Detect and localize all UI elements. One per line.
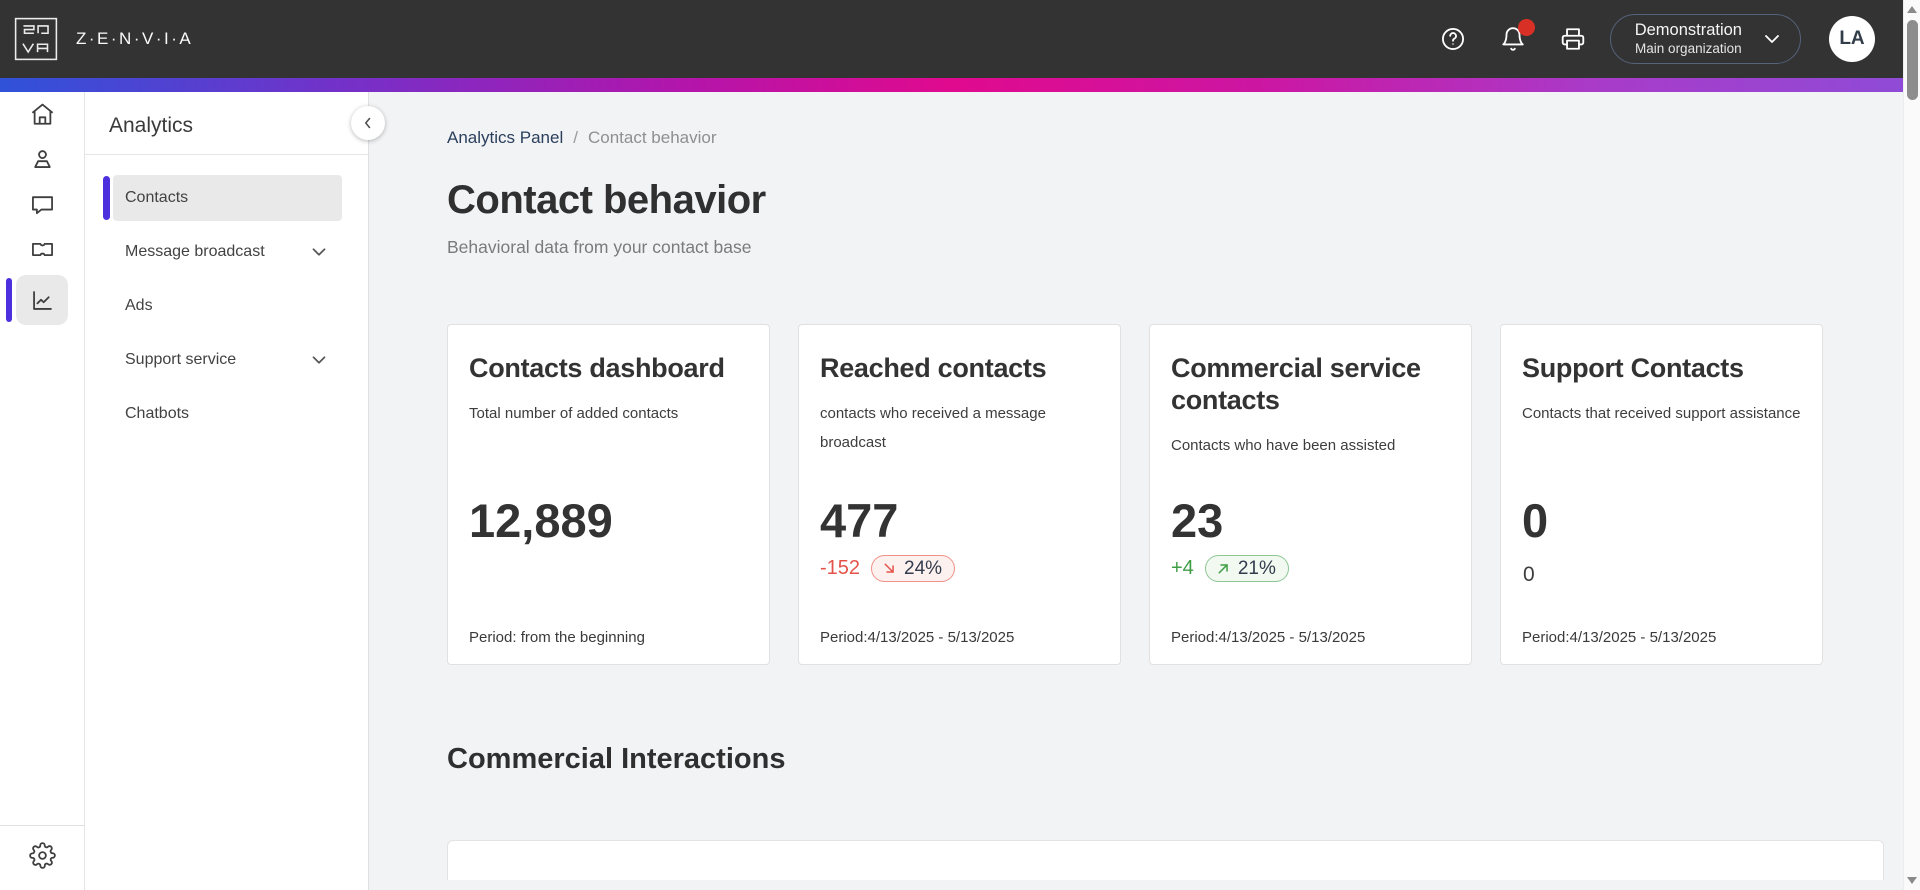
section-heading-commercial-interactions: Commercial Interactions [447,743,786,775]
user-avatar[interactable]: LA [1829,16,1875,62]
percent-badge: 21% [1204,555,1289,582]
card-title: Commercial service contacts [1171,353,1421,415]
zenvia-logo-icon [14,17,58,61]
sidebar-item-label: Ads [125,297,153,314]
card-title: Contacts dashboard [469,353,725,383]
sidebar-item-support-service[interactable]: Support service [113,337,342,383]
sidebar-item-label: Contacts [125,189,189,206]
card-description: Total number of added contacts [469,404,679,422]
sidebar-item-label: Message broadcast [125,243,265,260]
arrow-down-right-icon [884,563,894,573]
active-indicator-bar [6,278,12,322]
breadcrumb: Analytics Panel / Contact behavior [447,128,1903,148]
ticket-icon [31,242,53,257]
sidebar-item-contacts[interactable]: Contacts [103,175,342,221]
printer-icon [1561,28,1584,50]
notification-badge-dot [1517,19,1535,36]
card-value: 12,889 [469,494,613,547]
percent-value: 24% [904,557,943,579]
page-title: Contact behavior [447,178,766,222]
main-content: Analytics Panel / Contact behavior Conta… [369,92,1903,890]
chevron-down-icon [312,248,326,256]
bell-icon [1502,27,1524,51]
scrollbar-up-arrow[interactable] [1907,6,1917,13]
sidebar-item-chatbots[interactable]: Chatbots [113,391,342,437]
card-value: 23 [1171,494,1224,547]
organization-description: Main organization [1635,40,1742,56]
sidebar-item-label: Chatbots [125,405,190,422]
organization-text: Demonstration Main organization [1635,20,1742,58]
panel-divider [85,154,368,155]
rail-item-home[interactable] [16,92,68,137]
zenvia-brand[interactable]: Z·E·N·V·I·A [13,16,193,62]
home-icon [31,103,53,125]
card-delta-row: -152 24% [820,555,956,582]
card-period: Period:4/13/2025 - 5/13/2025 [820,629,1015,646]
sidebar-collapse-button[interactable] [351,106,385,140]
top-header: Z·E·N·V·I·A [0,0,1903,78]
brand-gradient-bar [0,78,1903,92]
person-icon [33,150,51,168]
gear-icon [28,841,56,869]
rail-footer [0,825,85,890]
card-commercial-service-contacts: Commercial service contacts Contacts who… [1149,324,1472,665]
delta-value: -152 [820,557,861,579]
rail-item-settings[interactable] [16,838,68,872]
header-actions: Demonstration Main organization LA [1406,14,1875,64]
card-period: Period:4/13/2025 - 5/13/2025 [1171,629,1366,646]
arrow-up-right-icon [1218,564,1228,574]
delta-value: +4 [1171,557,1194,579]
commercial-interactions-card [447,840,1884,880]
breadcrumb-separator: / [573,128,578,147]
chat-bubble-icon [31,196,53,215]
chevron-down-icon [312,356,326,364]
panel-title: Analytics [109,114,194,137]
zenvia-wordmark: Z·E·N·V·I·A [76,29,194,48]
line-chart-icon [32,290,52,310]
organization-name: Demonstration [1634,21,1742,40]
analytics-menu: Contacts Message broadcast Ads Support s… [85,155,368,437]
chevron-down-icon [1765,35,1779,43]
scrollbar-thumb[interactable] [1907,20,1918,100]
card-description: Contacts that received support assistanc… [1522,404,1801,422]
rail-item-contacts[interactable] [16,137,68,182]
card-description: contacts who received a message broadcas… [820,404,1046,452]
sidebar-item-label: Support service [125,351,237,368]
card-period: Period:4/13/2025 - 5/13/2025 [1522,629,1717,646]
card-title: Reached contacts [820,353,1047,383]
help-button[interactable] [1440,26,1466,52]
card-secondary-value: 0 [1523,563,1535,586]
organization-switcher[interactable]: Demonstration Main organization [1609,14,1801,64]
rail-item-analytics[interactable] [6,275,68,325]
card-delta-row: +4 21% [1171,555,1289,582]
card-value: 0 [1522,494,1549,547]
breadcrumb-analytics-panel[interactable]: Analytics Panel [447,128,564,147]
card-value: 477 [820,494,899,547]
vertical-scrollbar[interactable] [1903,0,1920,890]
help-circle-icon [1441,28,1464,50]
card-title: Support Contacts [1522,353,1744,383]
breadcrumb-current: Contact behavior [587,128,717,147]
icon-rail-sidebar [0,92,85,890]
main-row: Analytics Contacts Message broadcast Ads… [0,92,1903,890]
card-description: Contacts who have been assisted [1171,436,1396,454]
analytics-sidebar-panel: Analytics Contacts Message broadcast Ads… [85,92,385,890]
card-contacts-dashboard: Contacts dashboard Total number of added… [447,324,770,665]
scrollbar-down-arrow[interactable] [1907,877,1917,884]
sidebar-item-message-broadcast[interactable]: Message broadcast [113,229,342,275]
metric-cards-row: Contacts dashboard Total number of added… [447,324,1903,665]
print-button[interactable] [1560,26,1586,52]
page-subtitle: Behavioral data from your contact base [447,237,752,257]
notifications-button[interactable] [1500,19,1535,52]
rail-item-tickets[interactable] [16,227,68,272]
rail-item-conversations[interactable] [16,182,68,227]
card-support-contacts: Support Contacts Contacts that received … [1500,324,1823,665]
percent-value: 21% [1237,557,1276,579]
sidebar-item-ads[interactable]: Ads [113,283,342,329]
card-period: Period: from the beginning [469,629,645,646]
card-reached-contacts: Reached contacts contacts who received a… [798,324,1121,665]
chevron-left-icon [365,117,371,129]
percent-badge: 24% [871,555,956,582]
